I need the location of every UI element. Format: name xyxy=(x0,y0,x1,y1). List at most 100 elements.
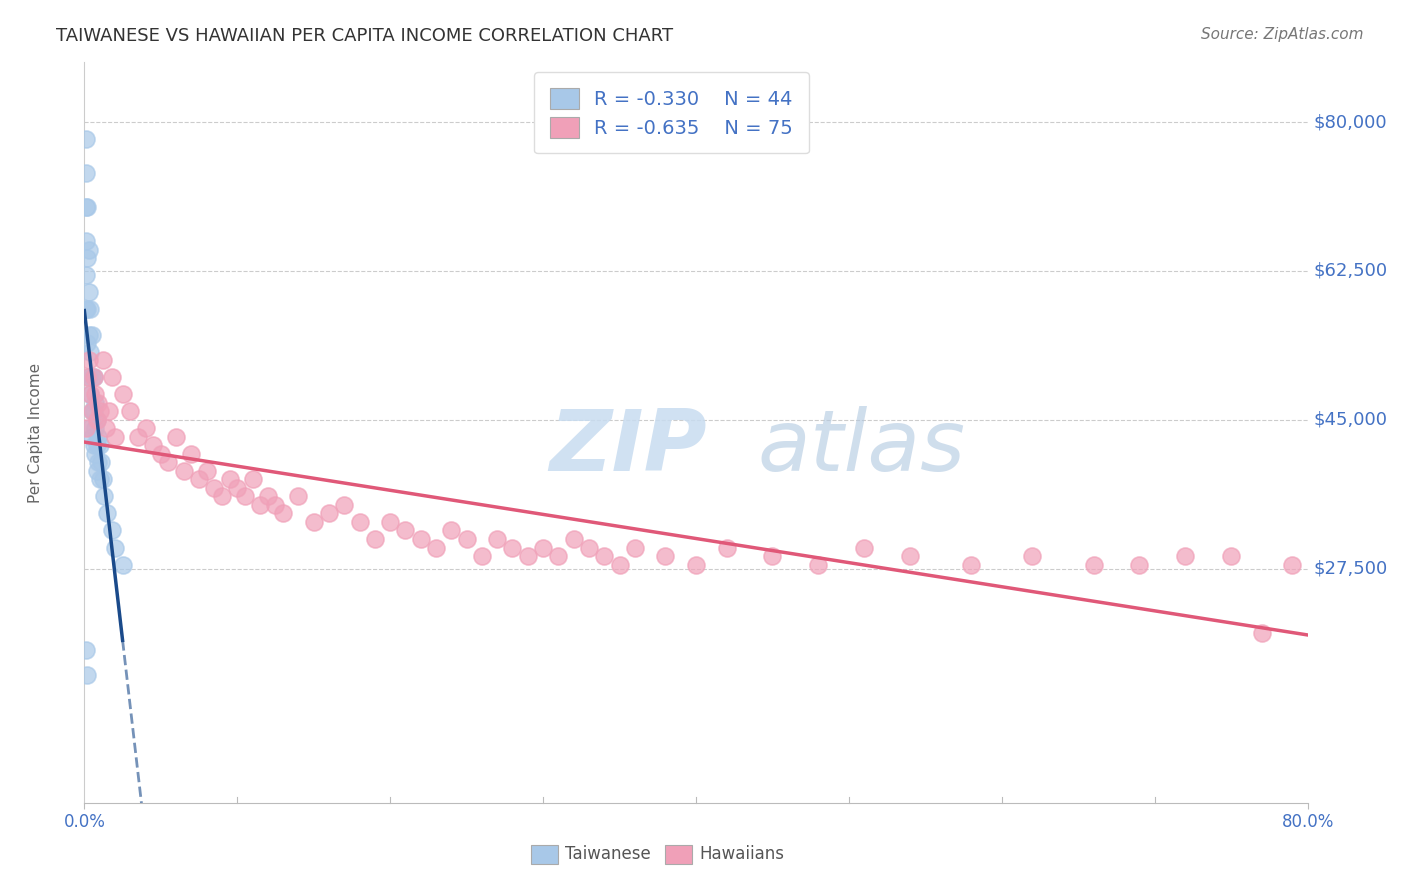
Point xyxy=(77,285,100,300)
Point xyxy=(111,387,134,401)
Point xyxy=(149,447,172,461)
Point xyxy=(83,438,105,452)
Point xyxy=(87,455,110,469)
Point xyxy=(593,549,616,563)
Text: $27,500: $27,500 xyxy=(1313,560,1388,578)
Point xyxy=(318,507,340,521)
Point xyxy=(486,532,509,546)
Text: atlas: atlas xyxy=(758,406,965,489)
Point xyxy=(77,327,100,342)
Text: $45,000: $45,000 xyxy=(1313,411,1388,429)
Point xyxy=(93,490,115,504)
Point xyxy=(80,430,103,444)
Point xyxy=(1174,549,1197,563)
Text: $80,000: $80,000 xyxy=(1313,113,1388,131)
Point xyxy=(547,549,569,563)
Point xyxy=(77,243,100,257)
Point xyxy=(287,490,309,504)
Point xyxy=(96,507,118,521)
Point xyxy=(90,455,112,469)
Point xyxy=(77,353,100,368)
Point xyxy=(409,532,432,546)
Point xyxy=(471,549,494,563)
Point xyxy=(609,558,631,572)
Point xyxy=(180,447,202,461)
Point xyxy=(75,421,97,435)
Point xyxy=(83,370,105,384)
Point xyxy=(364,532,387,546)
Point xyxy=(104,430,127,444)
Point xyxy=(226,481,249,495)
Point xyxy=(165,430,187,444)
Text: Source: ZipAtlas.com: Source: ZipAtlas.com xyxy=(1201,27,1364,42)
Point xyxy=(84,396,107,410)
Point xyxy=(94,421,117,435)
Point xyxy=(271,507,294,521)
Point xyxy=(202,481,225,495)
Point xyxy=(188,472,211,486)
Point xyxy=(761,549,783,563)
Point xyxy=(456,532,478,546)
Point xyxy=(685,558,707,572)
Point xyxy=(142,438,165,452)
Point xyxy=(242,472,264,486)
Point xyxy=(502,541,524,555)
Point xyxy=(1281,558,1303,572)
Point xyxy=(898,549,921,563)
Point xyxy=(89,438,111,452)
Point xyxy=(83,404,105,418)
Point xyxy=(77,370,100,384)
Text: Per Capita Income: Per Capita Income xyxy=(28,362,44,503)
Point xyxy=(716,541,738,555)
Point xyxy=(84,421,107,435)
Point xyxy=(173,464,195,478)
Point xyxy=(211,490,233,504)
Point xyxy=(76,370,98,384)
Point xyxy=(91,353,114,368)
Point xyxy=(84,387,107,401)
Point xyxy=(562,532,585,546)
Point xyxy=(249,498,271,512)
Point xyxy=(89,472,111,486)
Point xyxy=(79,387,101,401)
Point xyxy=(257,490,280,504)
Point xyxy=(394,524,416,538)
Point xyxy=(91,472,114,486)
Point xyxy=(86,438,108,452)
Point xyxy=(127,430,149,444)
Point xyxy=(76,200,98,214)
Point xyxy=(79,302,101,317)
Point xyxy=(960,558,983,572)
Point xyxy=(83,370,105,384)
Point xyxy=(233,490,256,504)
Point xyxy=(218,472,240,486)
Point xyxy=(84,447,107,461)
Point xyxy=(75,234,97,248)
Text: Hawaiians: Hawaiians xyxy=(700,845,785,863)
Point xyxy=(104,541,127,555)
Point xyxy=(86,413,108,427)
Point xyxy=(75,642,97,657)
Point xyxy=(531,541,554,555)
Point xyxy=(80,370,103,384)
Text: TAIWANESE VS HAWAIIAN PER CAPITA INCOME CORRELATION CHART: TAIWANESE VS HAWAIIAN PER CAPITA INCOME … xyxy=(56,27,673,45)
Point xyxy=(75,200,97,214)
Bar xyxy=(665,845,692,863)
Point xyxy=(76,668,98,682)
Point xyxy=(76,251,98,265)
Point xyxy=(349,515,371,529)
Point xyxy=(75,268,97,283)
Point xyxy=(79,387,101,401)
Point xyxy=(853,541,876,555)
Point xyxy=(80,404,103,418)
Point xyxy=(75,302,97,317)
Point xyxy=(264,498,287,512)
Point xyxy=(333,498,356,512)
Legend: R = -0.330    N = 44, R = -0.635    N = 75: R = -0.330 N = 44, R = -0.635 N = 75 xyxy=(534,72,808,153)
Point xyxy=(79,421,101,435)
Point xyxy=(425,541,447,555)
Bar xyxy=(531,845,558,863)
Point xyxy=(97,404,120,418)
Text: $62,500: $62,500 xyxy=(1313,262,1388,280)
Point xyxy=(578,541,600,555)
